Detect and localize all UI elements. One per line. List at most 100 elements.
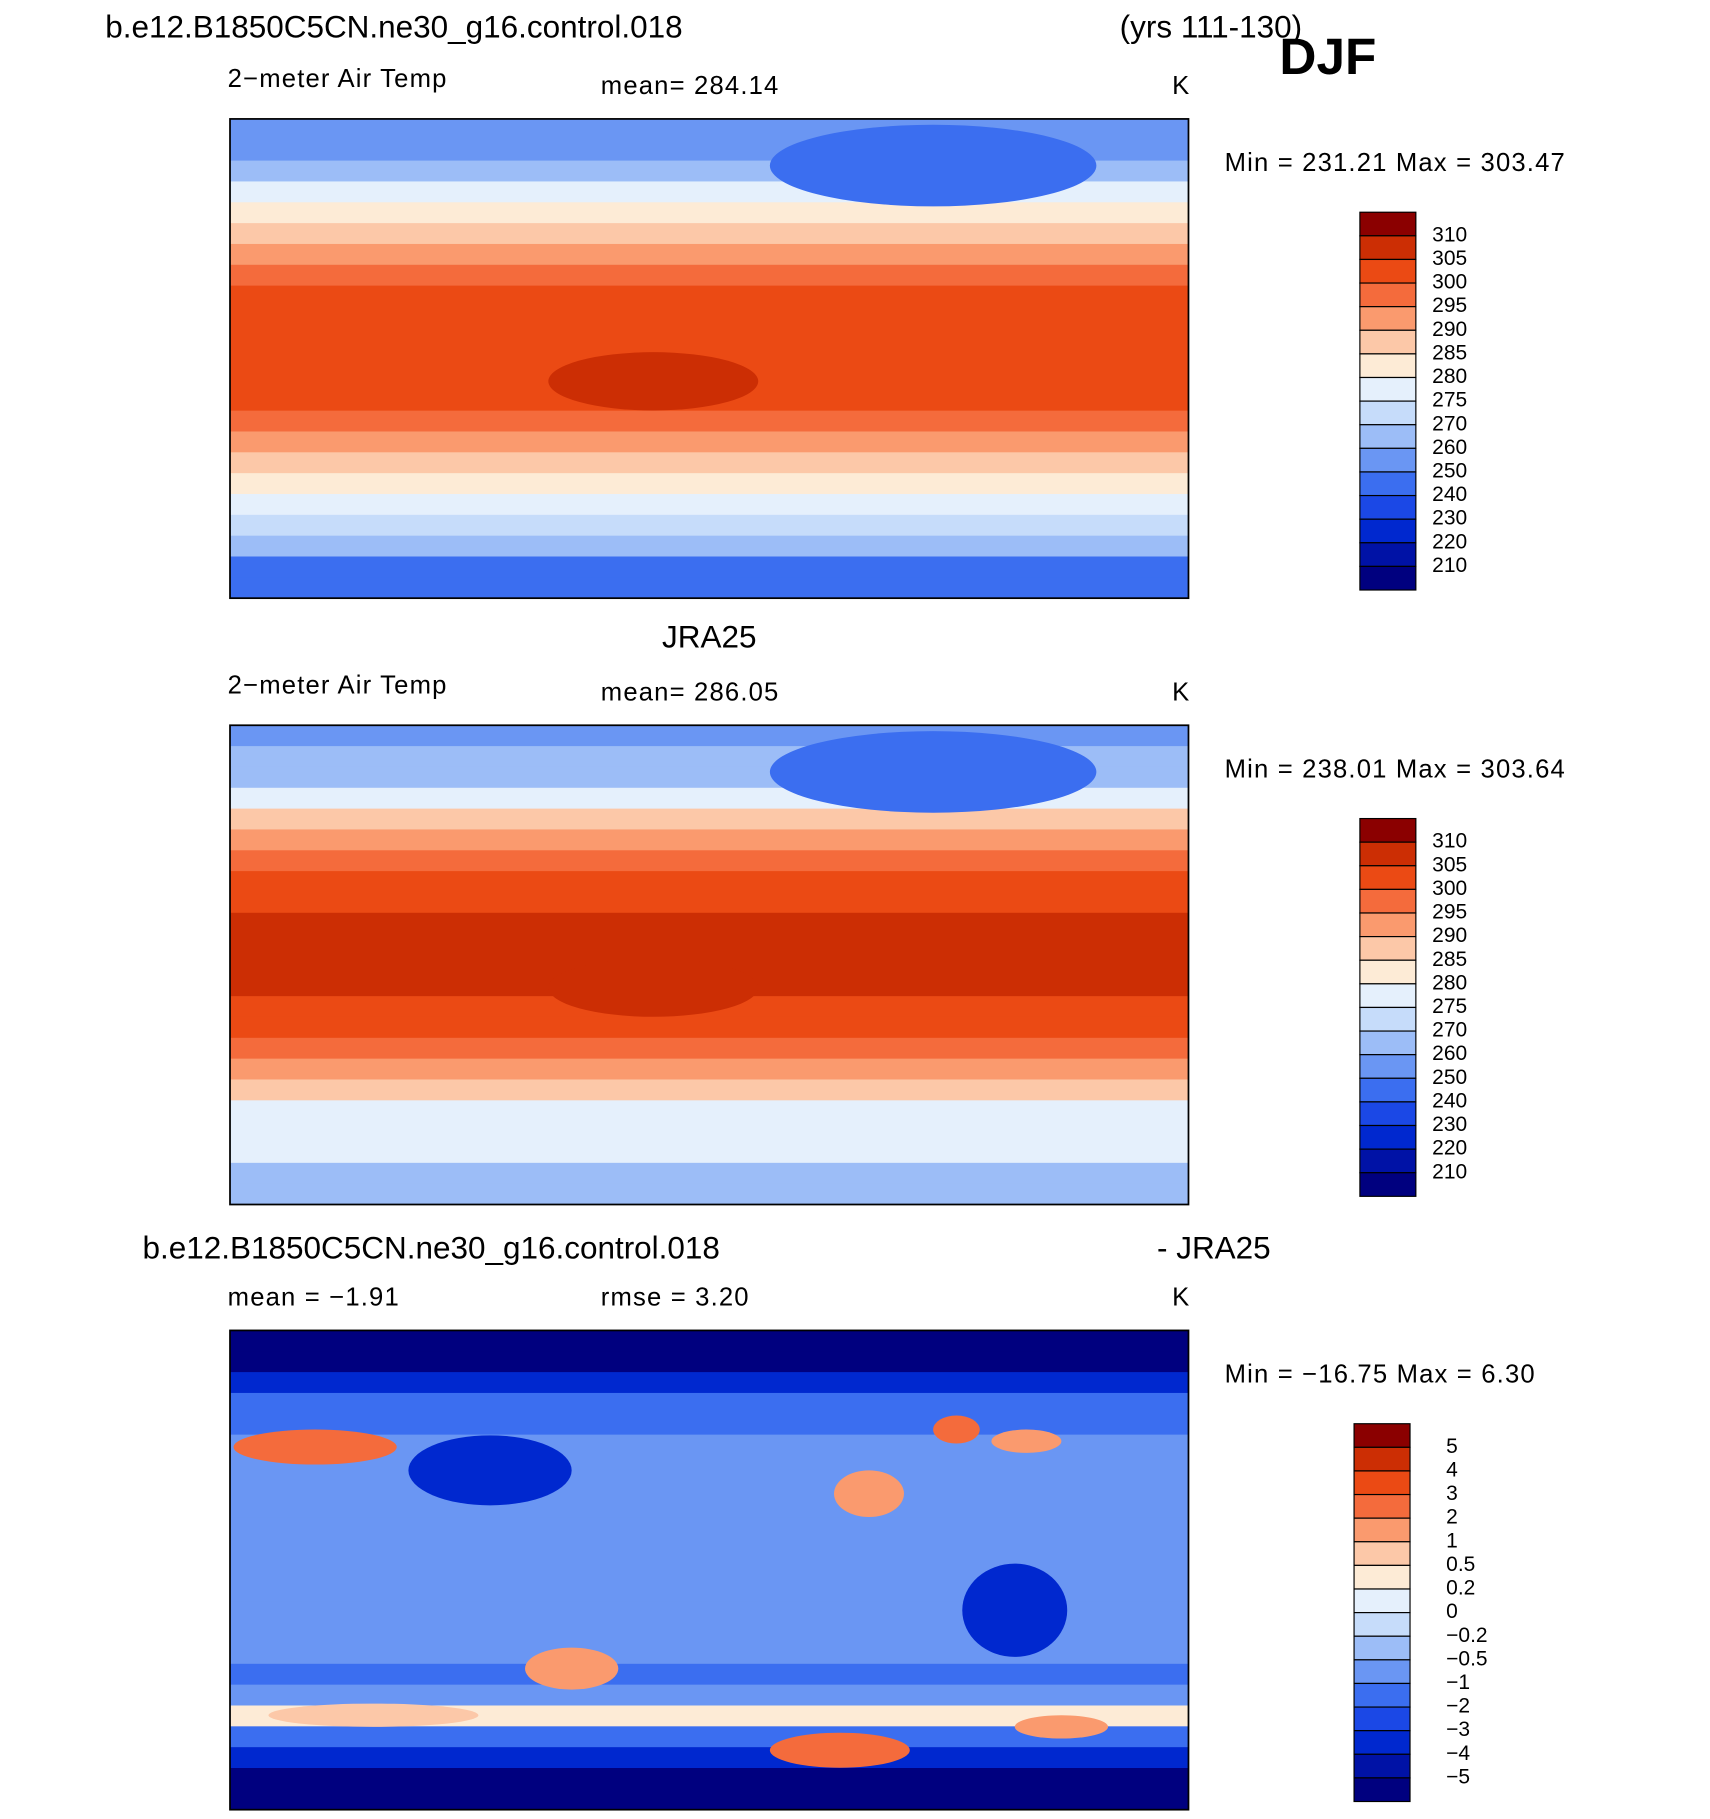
colorbar-label: −2 <box>1446 1695 1470 1718</box>
band <box>230 891 1189 914</box>
colorbar-label: 210 <box>1432 1160 1467 1183</box>
colorbar-label: −1 <box>1446 1671 1470 1694</box>
colorbar-label: −5 <box>1446 1765 1470 1788</box>
band <box>230 1141 1189 1164</box>
colorbar-label: 0.5 <box>1446 1553 1475 1576</box>
colorbar-label: 1 <box>1446 1529 1458 1552</box>
colorbar-label: 280 <box>1432 365 1467 388</box>
band <box>230 1726 1189 1749</box>
map-frame <box>229 1329 1190 1811</box>
colorbar-box <box>1353 1517 1411 1543</box>
colorbar-box <box>1359 329 1417 355</box>
colorbar-box <box>1353 1588 1411 1614</box>
band <box>230 1392 1189 1415</box>
warm-pool <box>548 352 759 411</box>
band <box>230 327 1189 350</box>
colorbar-box <box>1353 1541 1411 1566</box>
colorbar-label: 0 <box>1446 1600 1458 1623</box>
stat: mean= 286.05 <box>601 679 780 707</box>
colorbar-label: 275 <box>1432 995 1467 1018</box>
band <box>230 1079 1189 1102</box>
band <box>230 1538 1189 1561</box>
band <box>230 850 1189 873</box>
band <box>230 1642 1189 1665</box>
band <box>230 1121 1189 1144</box>
colorbar-box <box>1359 888 1417 914</box>
colorbar-label: 270 <box>1432 1019 1467 1042</box>
min-max: Min = 231.21 Max = 303.47 <box>1225 149 1566 177</box>
colorbar-box <box>1359 447 1417 473</box>
colorbar-label: 210 <box>1432 554 1467 577</box>
anomaly <box>962 1563 1068 1657</box>
colorbar-box <box>1359 1054 1417 1079</box>
warm-pool <box>548 958 759 1017</box>
colorbar-label: 0.2 <box>1446 1577 1475 1600</box>
band <box>230 556 1189 579</box>
colorbar-box <box>1359 400 1417 426</box>
colorbar-label: 300 <box>1432 271 1467 294</box>
colorbar-box <box>1359 817 1417 843</box>
band <box>230 452 1189 475</box>
band <box>230 1684 1189 1707</box>
band <box>230 577 1189 599</box>
colorbar-box <box>1359 518 1417 544</box>
colorbar-box <box>1359 1077 1417 1103</box>
colorbar-box <box>1359 912 1417 938</box>
colorbar-box <box>1359 565 1417 591</box>
colorbar-label: 290 <box>1432 318 1467 341</box>
variable: 2−meter Air Temp <box>228 672 448 700</box>
anomaly <box>991 1429 1062 1453</box>
colorbar-label: 260 <box>1432 1042 1467 1065</box>
band <box>230 1372 1189 1395</box>
colorbar-box <box>1353 1446 1411 1472</box>
colorbar-box <box>1353 1493 1411 1519</box>
colorbar-label: 275 <box>1432 389 1467 412</box>
min-max: Min = −16.75 Max = 6.30 <box>1225 1361 1536 1389</box>
band <box>230 1517 1189 1540</box>
colorbar-label: 305 <box>1432 853 1467 876</box>
colorbar-box <box>1353 1777 1411 1803</box>
colorbar-box <box>1353 1753 1411 1779</box>
colorbar-box <box>1353 1659 1411 1685</box>
colorbar-label: 2 <box>1446 1506 1458 1529</box>
units: K <box>1172 72 1190 100</box>
band <box>230 1016 1189 1039</box>
map-frame <box>229 118 1190 600</box>
colorbar-label: 250 <box>1432 1066 1467 1089</box>
colorbar-label: 310 <box>1432 223 1467 246</box>
colorbar-box <box>1359 1006 1417 1032</box>
map <box>229 724 1190 1206</box>
units: K <box>1172 1284 1190 1312</box>
colorbar-box <box>1359 494 1417 520</box>
min-max: Min = 238.01 Max = 303.64 <box>1225 756 1566 784</box>
colorbar-label: 240 <box>1432 1089 1467 1112</box>
units: K <box>1172 679 1190 707</box>
colorbar-box <box>1359 865 1417 890</box>
band <box>230 1788 1189 1810</box>
band <box>230 473 1189 496</box>
colorbar-label: 290 <box>1432 924 1467 947</box>
band <box>230 1183 1189 1205</box>
colorbar-box <box>1353 1564 1411 1590</box>
colorbar-label: 285 <box>1432 948 1467 971</box>
colorbar-box <box>1359 542 1417 567</box>
colorbar-box <box>1359 936 1417 961</box>
cold-land <box>769 124 1097 207</box>
band <box>230 306 1189 329</box>
colorbar-label: 295 <box>1432 294 1467 317</box>
band <box>230 243 1189 266</box>
colorbar-label: −0.2 <box>1446 1624 1487 1647</box>
colorbar-box <box>1359 282 1417 308</box>
colorbar-label: 260 <box>1432 436 1467 459</box>
colorbar-box <box>1359 258 1417 284</box>
band <box>230 1058 1189 1081</box>
colorbar-label: −4 <box>1446 1742 1470 1765</box>
band <box>230 223 1189 246</box>
band <box>230 514 1189 537</box>
colorbar-label: 300 <box>1432 877 1467 900</box>
band <box>230 1100 1189 1123</box>
band <box>230 1559 1189 1582</box>
colorbar-label: 5 <box>1446 1435 1458 1458</box>
colorbar-box <box>1353 1730 1411 1755</box>
